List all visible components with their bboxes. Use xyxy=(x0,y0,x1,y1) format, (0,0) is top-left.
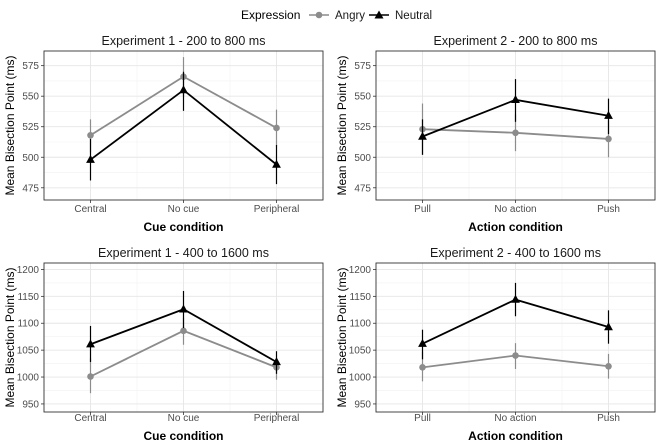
x-axis-title: Action condition xyxy=(468,220,563,234)
plot-frame xyxy=(43,262,324,413)
data-point xyxy=(87,373,94,380)
x-tick-label: No cue xyxy=(168,413,200,424)
x-tick-label: Push xyxy=(597,204,620,215)
x-tick-label: Push xyxy=(597,413,620,424)
y-tick-label: 1050 xyxy=(349,346,372,357)
y-tick-label: 1200 xyxy=(349,265,372,276)
panel-2: 475 500 525 550 575 Pull No action Push Experime… xyxy=(335,34,656,234)
y-axis-title: Mean Bisection Point (ms) xyxy=(335,267,349,407)
y-tick-label: 550 xyxy=(22,92,39,103)
data-point xyxy=(605,362,612,370)
data-point xyxy=(179,304,188,313)
x-axis-title: Cue condition xyxy=(144,429,224,443)
panels: 475 500 525 550 575 Central No cue Peripheral Ex… xyxy=(3,34,656,443)
y-tick-label: 525 xyxy=(354,122,371,133)
y-tick-label: 500 xyxy=(22,153,39,164)
data-point xyxy=(87,131,94,139)
y-axis-title: Mean Bisection Point (ms) xyxy=(3,267,17,407)
y-tick-label: 1150 xyxy=(17,292,39,303)
x-tick-label: Peripheral xyxy=(254,204,300,215)
legend-neutral-marker xyxy=(374,10,384,19)
series-neutral xyxy=(86,71,281,185)
data-point xyxy=(418,131,427,140)
x-tick-label: No action xyxy=(494,413,536,424)
x-tick-label: No cue xyxy=(168,204,200,215)
legend-title: Expression xyxy=(241,8,300,22)
legend-angry-marker xyxy=(315,11,323,19)
plot-frame xyxy=(375,50,656,201)
series-neutral xyxy=(418,282,613,360)
data-point xyxy=(419,364,426,371)
series-neutral xyxy=(418,79,613,155)
data-point xyxy=(512,129,519,137)
series-angry xyxy=(419,343,612,382)
panel-title: Experiment 2 - 200 to 800 ms xyxy=(434,34,598,48)
panel-1: 475 500 525 550 575 Central No cue Peripheral Ex… xyxy=(3,34,324,234)
y-tick-label: 525 xyxy=(22,122,39,133)
y-tick-label: 575 xyxy=(354,61,371,72)
y-tick-label: 475 xyxy=(22,183,39,194)
data-point xyxy=(511,95,520,104)
y-tick-label: 1100 xyxy=(17,319,39,330)
x-tick-label: Central xyxy=(74,204,106,215)
legend: Expression Angry Neutral xyxy=(241,8,432,22)
data-point xyxy=(179,85,188,94)
plot-frame xyxy=(375,262,656,413)
data-point xyxy=(272,357,281,366)
x-tick-label: No action xyxy=(494,204,536,215)
panel-title: Experiment 1 - 400 to 1600 ms xyxy=(98,246,269,260)
x-axis-title: Action condition xyxy=(468,429,563,443)
series-neutral xyxy=(86,290,281,374)
plot-frame xyxy=(43,50,324,201)
y-tick-label: 475 xyxy=(354,183,371,194)
data-point xyxy=(418,338,427,347)
data-point xyxy=(86,154,95,163)
x-tick-label: Central xyxy=(74,413,106,424)
x-tick-label: Peripheral xyxy=(254,413,300,424)
data-point xyxy=(511,294,520,303)
data-point xyxy=(272,159,281,168)
y-axis-title: Mean Bisection Point (ms) xyxy=(335,55,349,195)
panel-3: 950 1000 1050 1100 1150 1200 Central No cue Peri… xyxy=(3,246,324,443)
y-tick-label: 1200 xyxy=(17,265,40,276)
panel-4: 950 1000 1050 1100 1150 1200 Pull No action Push… xyxy=(335,246,656,443)
y-tick-label: 1000 xyxy=(349,373,372,384)
y-tick-label: 950 xyxy=(354,399,371,410)
panel-title: Experiment 2 - 400 to 1600 ms xyxy=(430,246,601,260)
x-tick-label: Pull xyxy=(414,413,431,424)
y-axis-title: Mean Bisection Point (ms) xyxy=(3,55,17,195)
legend-neutral-label: Neutral xyxy=(395,10,432,22)
data-point xyxy=(86,339,95,348)
data-point xyxy=(604,322,613,331)
y-tick-label: 575 xyxy=(22,61,39,72)
y-tick-label: 1150 xyxy=(349,292,371,303)
data-point xyxy=(604,110,613,119)
x-axis-title: Cue condition xyxy=(144,220,224,234)
x-tick-label: Pull xyxy=(414,204,431,215)
data-point xyxy=(180,327,187,335)
y-tick-label: 950 xyxy=(22,399,39,410)
y-tick-label: 1100 xyxy=(349,319,371,330)
y-tick-label: 1050 xyxy=(17,346,40,357)
y-tick-label: 550 xyxy=(354,92,371,103)
y-tick-label: 1000 xyxy=(17,373,40,384)
data-point xyxy=(512,352,519,359)
data-point xyxy=(605,135,612,143)
legend-angry-label: Angry xyxy=(335,10,365,22)
data-point xyxy=(273,124,280,132)
panel-title: Experiment 1 - 200 to 800 ms xyxy=(102,34,266,48)
y-tick-label: 500 xyxy=(354,153,371,164)
